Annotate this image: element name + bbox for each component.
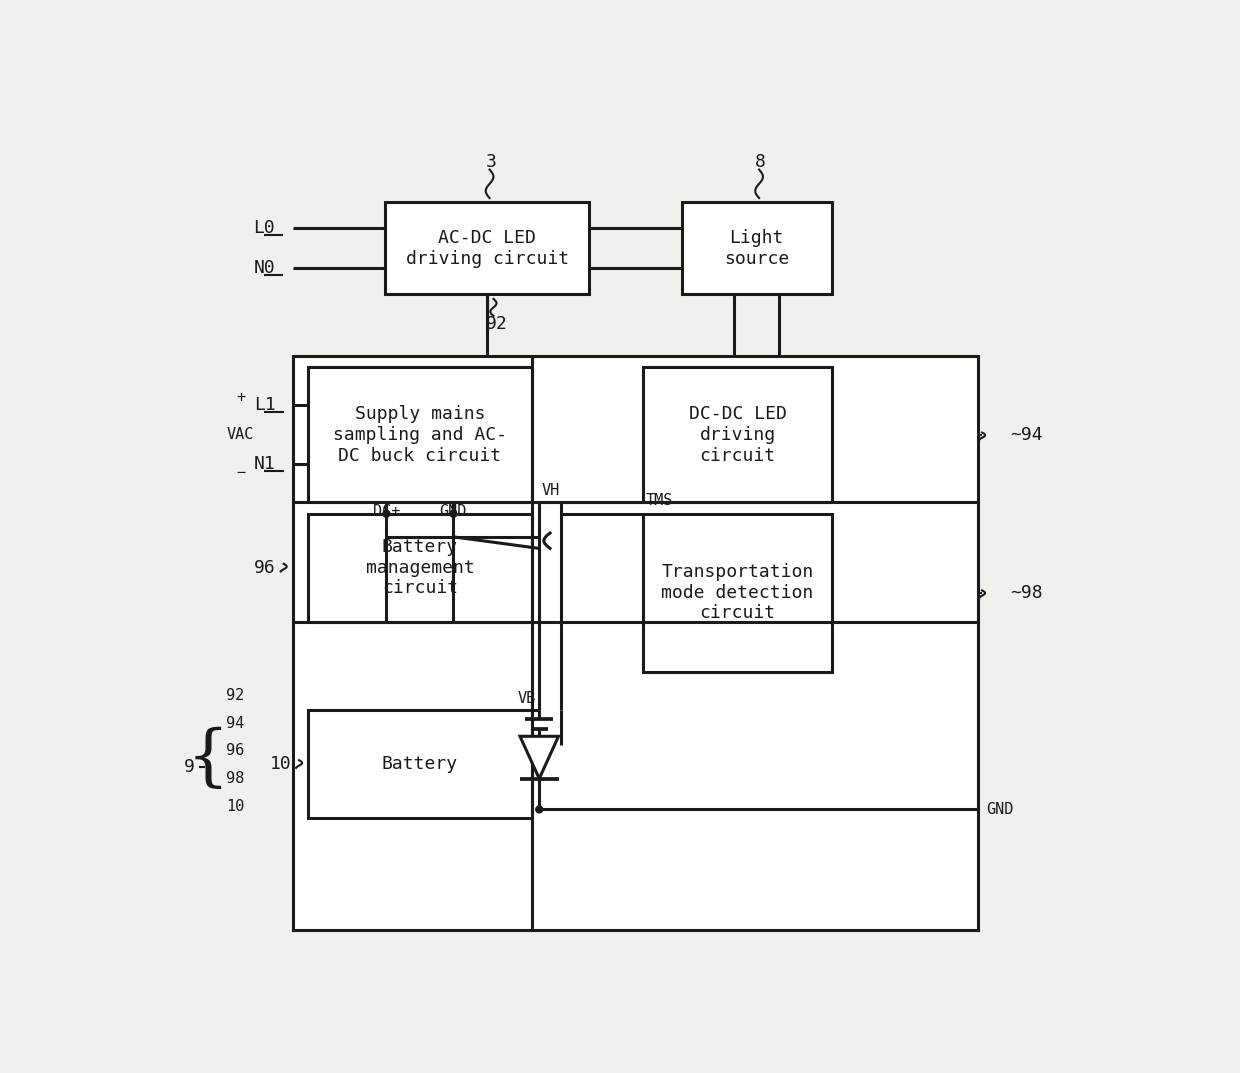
Text: TMS: TMS [646, 493, 673, 508]
Text: VH: VH [542, 483, 559, 498]
Text: Battery
management
circuit: Battery management circuit [366, 538, 474, 598]
Text: {: { [187, 726, 229, 792]
Bar [293, 356, 978, 929]
Text: GND: GND [440, 504, 467, 519]
Text: 96: 96 [226, 744, 244, 759]
Text: 10: 10 [269, 755, 291, 773]
Text: 94: 94 [226, 716, 244, 731]
Text: L0: L0 [253, 219, 275, 237]
Text: ~98: ~98 [1011, 584, 1043, 602]
Text: 10: 10 [226, 799, 244, 813]
Text: −: − [236, 465, 246, 480]
Bar [309, 367, 532, 502]
Text: GND: GND [986, 802, 1013, 817]
Text: DC+: DC+ [373, 504, 401, 519]
Text: Battery: Battery [382, 755, 458, 773]
Text: AC-DC LED
driving circuit: AC-DC LED driving circuit [405, 229, 569, 267]
Bar [682, 202, 832, 294]
Text: VB: VB [518, 691, 536, 706]
Bar [309, 710, 532, 818]
Circle shape [536, 806, 543, 813]
Text: +: + [236, 389, 246, 405]
Text: Transportation
mode detection
circuit: Transportation mode detection circuit [661, 563, 813, 622]
Circle shape [450, 511, 456, 517]
Polygon shape [520, 736, 558, 779]
Text: N0: N0 [253, 260, 275, 278]
Text: ~94: ~94 [1011, 426, 1043, 444]
Text: Supply mains
sampling and AC-
DC buck circuit: Supply mains sampling and AC- DC buck ci… [332, 405, 507, 465]
Text: 92: 92 [226, 688, 244, 703]
Text: DC-DC LED
driving
circuit: DC-DC LED driving circuit [688, 405, 786, 465]
Bar [644, 514, 832, 672]
Text: 3: 3 [486, 152, 496, 171]
Circle shape [383, 511, 389, 517]
Text: 8: 8 [755, 152, 766, 171]
Text: N1: N1 [254, 455, 277, 473]
Bar [309, 514, 532, 621]
Text: VAC: VAC [227, 427, 254, 442]
Text: 92: 92 [486, 314, 507, 333]
Bar [386, 202, 589, 294]
Text: 98: 98 [226, 771, 244, 787]
Text: Light
source: Light source [724, 229, 790, 267]
Bar [644, 367, 832, 502]
Text: L1: L1 [254, 396, 277, 414]
Text: 9: 9 [185, 759, 195, 776]
Text: 96: 96 [254, 559, 277, 576]
